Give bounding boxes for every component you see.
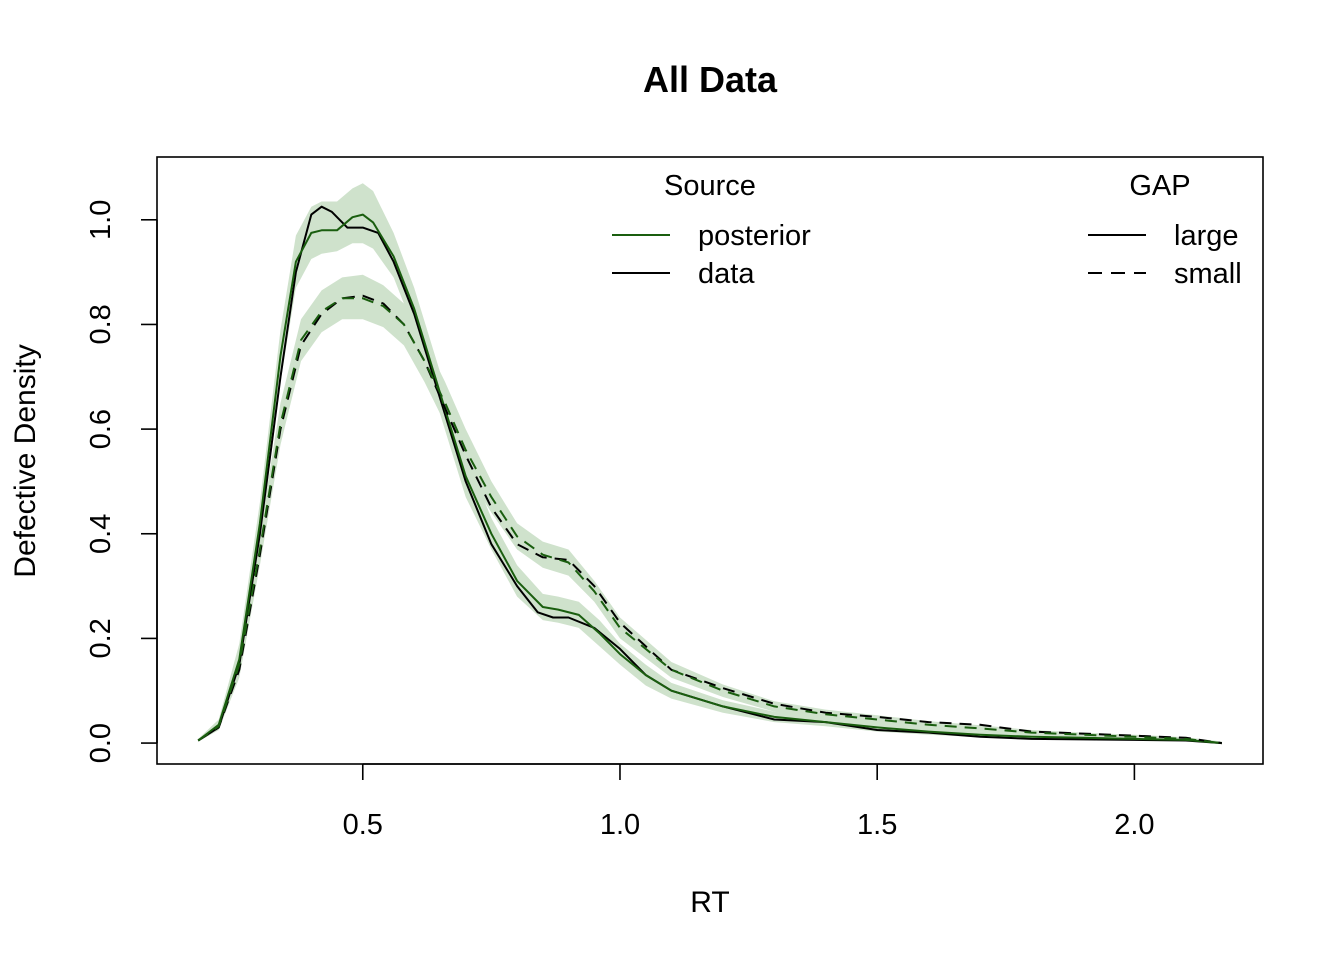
x-axis-label: RT (690, 886, 729, 919)
series-line-posterior-large (197, 213, 1222, 745)
band-posterior-large (198, 183, 1222, 744)
x-tick-label: 1.0 (600, 809, 640, 841)
y-axis: 0.0 0.2 0.4 0.6 0.8 1.0 (85, 200, 158, 763)
series-line-data-large (197, 205, 1222, 745)
y-tick-label: 0.0 (85, 723, 117, 763)
x-tick-label: 2.0 (1114, 809, 1154, 841)
legend-gap-label-large: large (1174, 220, 1239, 252)
y-tick-label: 0.4 (85, 514, 117, 554)
x-tick-label: 0.5 (343, 809, 383, 841)
y-tick-label: 0.8 (85, 304, 117, 344)
legend-source-label-posterior: posterior (698, 220, 811, 252)
y-tick-label: 0.6 (85, 409, 117, 449)
y-axis-label: Defective Density (9, 344, 42, 577)
series-line-data-small (197, 294, 1222, 745)
band-posterior-small (198, 274, 1222, 744)
legend-gap-title: GAP (1129, 170, 1190, 202)
y-tick-label: 0.2 (85, 618, 117, 658)
density-lines (197, 205, 1222, 745)
legend-source: Source posterior data (612, 170, 811, 290)
legend-source-title: Source (664, 170, 756, 202)
series-line-posterior-small (197, 297, 1222, 745)
legend-gap: GAP large small (1088, 170, 1242, 290)
credible-bands (198, 183, 1222, 744)
legend-source-label-data: data (698, 258, 755, 290)
y-tick-label: 1.0 (85, 200, 117, 240)
legend-gap-label-small: small (1174, 258, 1242, 290)
x-axis: 0.5 1.0 1.5 2.0 (343, 763, 1155, 841)
x-tick-label: 1.5 (857, 809, 897, 841)
chart-title: All Data (643, 59, 778, 100)
